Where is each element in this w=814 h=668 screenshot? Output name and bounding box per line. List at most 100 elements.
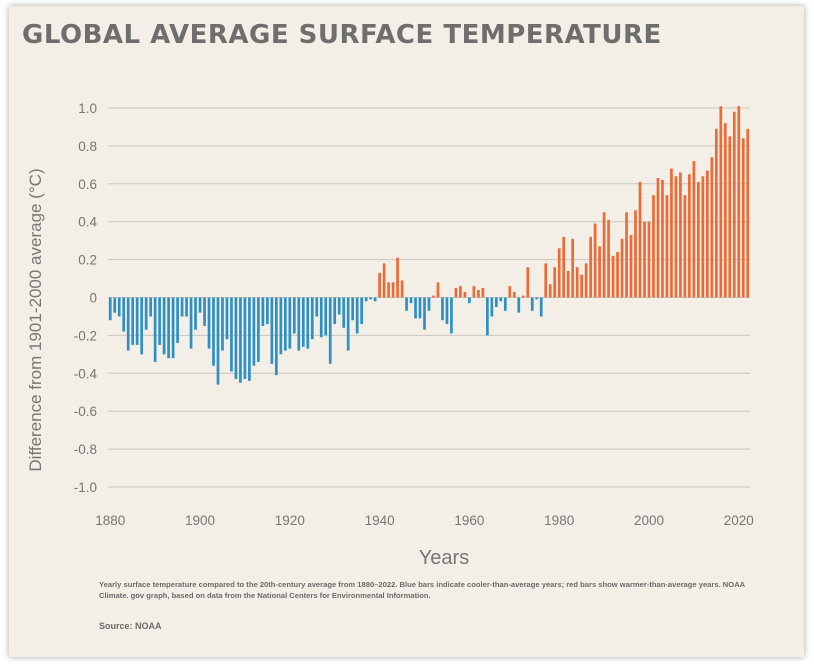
bar-1884 bbox=[126, 297, 130, 351]
bar-1956 bbox=[450, 297, 453, 334]
bar-2008 bbox=[683, 195, 687, 298]
y-tick-label: -0.2 bbox=[74, 328, 97, 343]
bar-1912 bbox=[252, 297, 256, 366]
bar-1965 bbox=[490, 297, 494, 317]
bar-2011 bbox=[697, 181, 700, 298]
bar-1951 bbox=[427, 297, 431, 311]
bar-1946 bbox=[405, 297, 408, 311]
bar-1982 bbox=[566, 270, 570, 298]
bar-1942 bbox=[387, 282, 390, 298]
bar-1882 bbox=[117, 297, 121, 317]
bar-2004 bbox=[665, 195, 669, 298]
bar-1933 bbox=[346, 297, 350, 351]
bar-1952 bbox=[432, 295, 435, 298]
bar-1899 bbox=[194, 297, 197, 330]
bar-1950 bbox=[423, 297, 426, 330]
bar-1981 bbox=[562, 236, 566, 298]
bar-1969 bbox=[508, 286, 512, 298]
bar-1907 bbox=[230, 297, 233, 372]
bar-1903 bbox=[212, 297, 215, 366]
bar-1993 bbox=[616, 252, 619, 298]
bar-1886 bbox=[135, 297, 139, 345]
bar-2015 bbox=[714, 128, 718, 298]
y-tick-labels: 1.0 0.8 0.6 0.4 0.2 0 -0.2 -0.4 -0.6 -0.8 -1.0 bbox=[74, 101, 98, 495]
bar-1964 bbox=[486, 297, 489, 336]
bar-1909 bbox=[239, 297, 242, 383]
bar-1928 bbox=[324, 297, 328, 336]
bar-1958 bbox=[459, 286, 462, 298]
bar-1915 bbox=[266, 297, 269, 325]
bar-2020 bbox=[737, 106, 741, 298]
x-axis-label: Years bbox=[419, 547, 469, 569]
bar-1962 bbox=[477, 289, 480, 298]
bar-1896 bbox=[180, 297, 184, 317]
source-note: Source: NOAA bbox=[99, 621, 162, 631]
bar-1889 bbox=[149, 297, 152, 317]
bar-1943 bbox=[391, 282, 395, 298]
y-tick-label: 1.0 bbox=[78, 101, 97, 116]
bar-1936 bbox=[360, 297, 363, 325]
bars bbox=[108, 106, 750, 385]
bar-1916 bbox=[270, 297, 274, 364]
bar-1949 bbox=[418, 297, 422, 319]
bar-1906 bbox=[225, 297, 229, 340]
bar-1959 bbox=[463, 291, 467, 298]
bar-1992 bbox=[611, 255, 615, 298]
bar-1983 bbox=[571, 238, 575, 298]
bar-1920 bbox=[288, 297, 292, 349]
bar-1963 bbox=[481, 288, 485, 298]
bar-1999 bbox=[643, 221, 646, 298]
bar-2012 bbox=[701, 176, 705, 298]
bar-1976 bbox=[539, 297, 543, 317]
bar-1971 bbox=[517, 297, 521, 313]
bar-1929 bbox=[328, 297, 332, 364]
bar-1941 bbox=[382, 263, 386, 298]
bar-1895 bbox=[176, 297, 179, 343]
bar-1931 bbox=[337, 297, 341, 315]
bar-1961 bbox=[472, 286, 476, 298]
bar-1890 bbox=[153, 297, 157, 362]
x-tick-label: 1920 bbox=[275, 513, 305, 528]
bar-1901 bbox=[203, 297, 206, 326]
bar-1935 bbox=[355, 297, 359, 334]
bar-1944 bbox=[396, 257, 399, 298]
bar-1913 bbox=[257, 297, 260, 362]
y-tick-label: 0.2 bbox=[78, 253, 97, 268]
chart-caption: Yearly surface temperature compared to t… bbox=[99, 580, 745, 600]
bar-1953 bbox=[436, 282, 440, 298]
bar-1968 bbox=[503, 297, 507, 311]
bar-1967 bbox=[499, 297, 503, 302]
bar-1893 bbox=[167, 297, 170, 359]
bar-1940 bbox=[378, 272, 381, 298]
bar-1908 bbox=[234, 297, 238, 379]
bar-1898 bbox=[189, 297, 193, 349]
x-tick-label: 2020 bbox=[724, 513, 754, 528]
bar-1990 bbox=[602, 212, 606, 298]
bar-1991 bbox=[607, 219, 610, 298]
bar-2018 bbox=[728, 136, 732, 298]
bar-1957 bbox=[454, 288, 458, 298]
bar-1945 bbox=[400, 280, 404, 298]
bar-1881 bbox=[113, 297, 117, 313]
x-tick-label: 1980 bbox=[544, 513, 574, 528]
y-tick-label: 0.4 bbox=[78, 215, 97, 230]
bar-1998 bbox=[638, 181, 642, 298]
bar-1934 bbox=[351, 297, 355, 321]
bar-1974 bbox=[530, 297, 534, 311]
x-tick-label: 2000 bbox=[634, 513, 664, 528]
bar-1966 bbox=[495, 297, 498, 307]
y-tick-label: -0.6 bbox=[74, 404, 97, 419]
bar-1897 bbox=[185, 297, 188, 317]
bar-1919 bbox=[283, 297, 287, 351]
bar-1888 bbox=[144, 297, 148, 330]
bar-1905 bbox=[221, 297, 224, 351]
bar-1921 bbox=[292, 297, 296, 334]
y-tick-label: -0.4 bbox=[74, 366, 98, 381]
bar-1927 bbox=[319, 297, 323, 338]
bar-1880 bbox=[108, 297, 112, 321]
bar-1937 bbox=[364, 297, 368, 302]
x-tick-label: 1900 bbox=[185, 513, 215, 528]
x-tick-label: 1960 bbox=[454, 513, 484, 528]
bar-1988 bbox=[593, 223, 597, 298]
bar-1947 bbox=[409, 297, 413, 304]
